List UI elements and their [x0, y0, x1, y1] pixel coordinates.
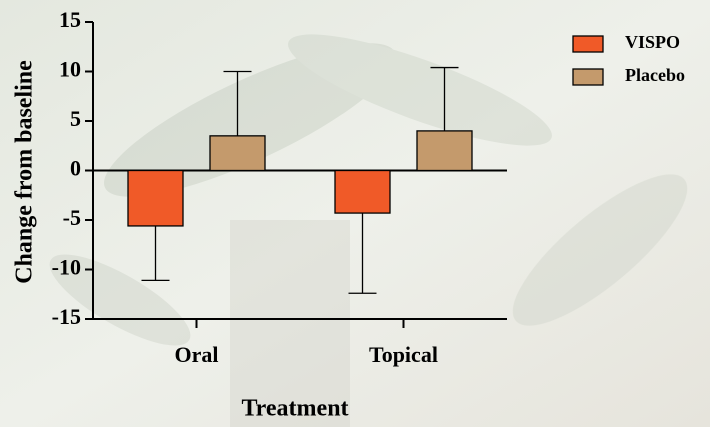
- y-axis-title: Change from baseline: [12, 60, 38, 284]
- bar: [417, 131, 472, 171]
- x-tick-label: Oral: [175, 342, 219, 367]
- bar: [335, 171, 390, 214]
- x-axis-title: Treatment: [241, 396, 348, 422]
- y-tick-label: 5: [70, 106, 81, 131]
- y-tick-label: 15: [59, 7, 81, 32]
- legend-label: VISPO: [625, 32, 680, 52]
- bar: [128, 171, 183, 226]
- x-tick-label: Topical: [369, 342, 438, 367]
- legend-label: Placebo: [625, 65, 685, 85]
- page: {"chart_data": {"type": "bar", "x_label"…: [0, 0, 710, 427]
- legend-swatch: [573, 36, 603, 52]
- y-tick-label: -10: [52, 255, 81, 280]
- chart: Treatment Change from baseline -15 -10 -5 0…: [0, 0, 710, 427]
- bar: [210, 136, 265, 171]
- y-tick-label: -15: [52, 304, 81, 329]
- legend-swatch: [573, 69, 603, 85]
- y-tick-label: -5: [63, 205, 81, 230]
- y-tick-label: 10: [59, 57, 81, 82]
- y-tick-label: 0: [70, 156, 81, 181]
